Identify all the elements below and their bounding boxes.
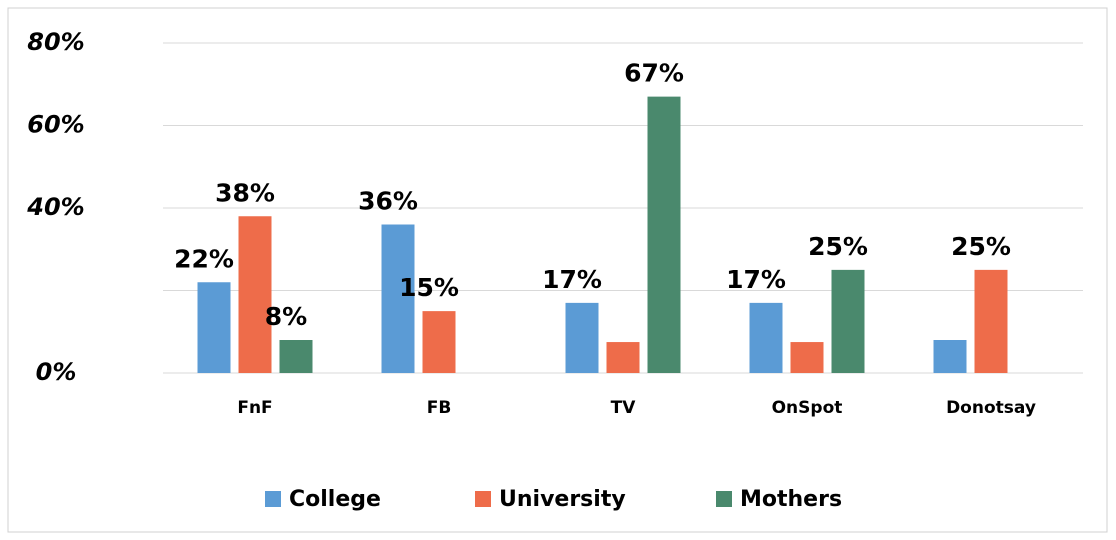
chart-frame (7, 7, 1108, 533)
data-label: 25% (808, 232, 868, 261)
bar (606, 342, 640, 373)
bar (279, 340, 313, 373)
bar (790, 342, 824, 373)
data-label: 38% (215, 178, 275, 207)
legend-swatch (265, 491, 281, 507)
data-label: 67% (624, 59, 684, 88)
x-tick-label: OnSpot (771, 398, 843, 418)
bar (749, 302, 783, 373)
bar (831, 269, 865, 373)
y-tick-label: 0% (36, 358, 77, 386)
data-label: 36% (358, 187, 418, 216)
bar (422, 311, 456, 373)
bar (381, 224, 415, 373)
bar (197, 282, 231, 373)
data-label: 8% (265, 302, 307, 331)
data-label: 17% (542, 265, 602, 294)
data-label: 17% (726, 265, 786, 294)
bar (238, 216, 272, 373)
legend-swatch (716, 491, 732, 507)
bar (974, 269, 1008, 373)
x-tick-label: Donotsay anything (946, 398, 1036, 418)
legend-swatch (475, 491, 491, 507)
y-tick-label: 80% (27, 28, 84, 56)
data-label: 25% (951, 232, 1011, 261)
y-tick-label: 40% (26, 193, 84, 221)
legend-label: Mothers (740, 487, 842, 512)
bar (933, 340, 967, 373)
y-tick-label: 60% (27, 111, 84, 139)
bar (565, 302, 599, 373)
data-label: 15% (399, 273, 459, 302)
x-tick-label: FB (426, 398, 452, 418)
legend-label: College (289, 487, 381, 512)
legend-label: University (499, 487, 626, 512)
data-label: 22% (174, 244, 234, 273)
bar (647, 96, 681, 373)
x-tick-label: FnF (237, 398, 273, 418)
x-tick-label: TV (610, 398, 636, 418)
